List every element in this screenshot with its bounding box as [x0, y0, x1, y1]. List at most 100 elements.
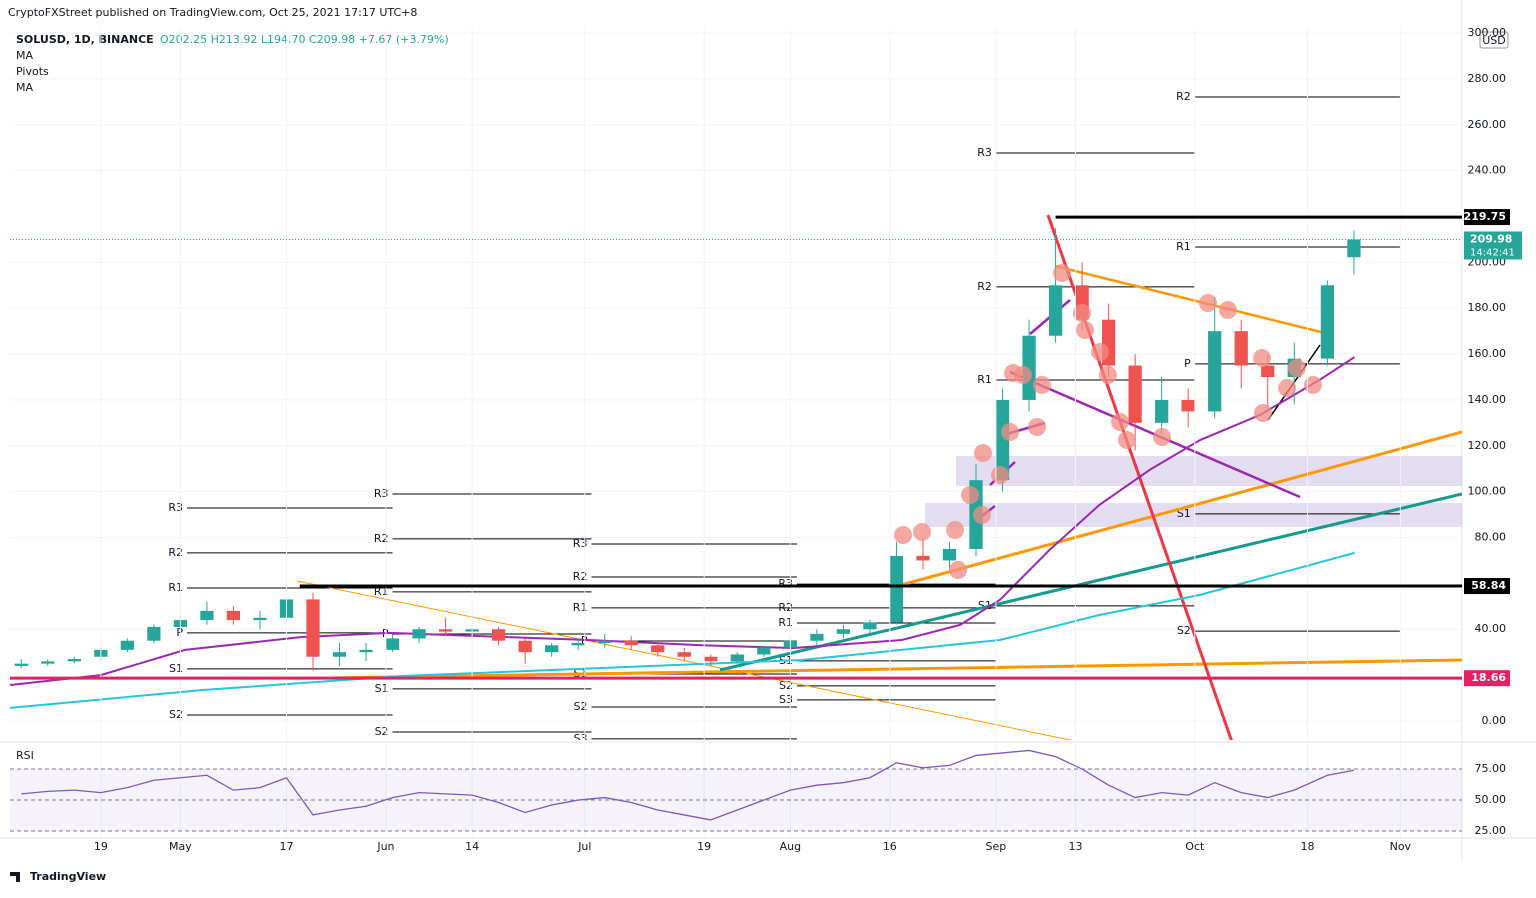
highlight-circle [974, 444, 992, 462]
candle-body [1347, 239, 1361, 258]
highlight-circle [1253, 349, 1271, 367]
highlight-circle [1053, 264, 1071, 282]
candle-body [624, 640, 638, 646]
pivot-label: R1 [778, 616, 793, 629]
highlight-circle [961, 486, 979, 504]
rsi-tick-label: 50.00 [1475, 793, 1507, 806]
x-tick-label: Oct [1185, 840, 1205, 853]
y-tick-label: 240.00 [1468, 164, 1507, 177]
pivot-label: S3 [573, 732, 587, 745]
moving-average [10, 551, 1355, 709]
currency: USD [1482, 34, 1506, 47]
x-tick-label: Aug [780, 840, 801, 853]
candle-body [1128, 365, 1142, 423]
pivot-label: R1 [168, 581, 183, 594]
highlight-circle [894, 526, 912, 544]
pivot-label: R2 [374, 532, 389, 545]
candle-body [1320, 285, 1335, 359]
candle-body [1261, 365, 1275, 378]
indicator: MA [16, 49, 33, 62]
rsi-label: RSI [16, 749, 34, 762]
candle-body [147, 626, 161, 641]
pivot-label: R1 [573, 601, 588, 614]
pivot-label: R1 [374, 585, 389, 598]
candle-body [810, 633, 824, 641]
currency-box[interactable] [1479, 31, 1509, 49]
pivot-label: R2 [778, 601, 793, 614]
pivot-label: S2 [169, 708, 183, 721]
candle-body [836, 629, 851, 634]
candle-body [492, 629, 506, 641]
candle-body [253, 617, 267, 621]
highlight-circle [1199, 294, 1217, 312]
x-tick-label: May [169, 840, 192, 853]
highlight-circle [1014, 366, 1032, 384]
level-box [1464, 578, 1510, 595]
candle-body [730, 654, 744, 662]
pivot-label: R3 [573, 537, 588, 550]
candle-body [385, 638, 400, 650]
candle-body [359, 649, 373, 653]
header: CryptoFXStreet published on TradingView.… [8, 6, 417, 19]
highlight-circle [1111, 413, 1129, 431]
x-tick-label: 19 [94, 840, 108, 853]
moving-average [10, 356, 1356, 686]
logo [10, 872, 20, 882]
candle-body [1181, 399, 1195, 412]
level-box [1464, 670, 1510, 687]
candle-body [757, 647, 771, 655]
y-tick-label: 0.00 [1482, 714, 1507, 727]
trendline [1054, 264, 1326, 335]
zone [956, 456, 1462, 486]
countdown: 14:42:41 [1470, 247, 1515, 258]
candle-body [518, 640, 532, 653]
candle-body [995, 399, 1010, 481]
indicator: Pivots [16, 65, 49, 78]
highlight-circle [1278, 379, 1296, 397]
y-tick-label: 140.00 [1468, 393, 1507, 406]
highlight-circle [946, 521, 964, 539]
pivot-label: P [1184, 357, 1191, 370]
pivot-label: S2 [375, 725, 389, 738]
y-tick-label: 100.00 [1468, 485, 1507, 498]
candle-body [651, 645, 665, 653]
main-pane: R3R2R1PS1S2R3R2R1PS1S2R3R2R1PS1S2S3R3R2R… [10, 32, 1462, 745]
y-tick-label: 260.00 [1468, 118, 1507, 131]
candle-body [67, 659, 81, 662]
level-label: 18.66 [1471, 671, 1506, 684]
candle-body [704, 656, 718, 662]
highlight-circle [1304, 376, 1322, 394]
candle-body [200, 610, 214, 621]
candle-body [916, 555, 930, 561]
highlight-circle [1033, 376, 1051, 394]
candle-body [438, 629, 453, 632]
candle-body [889, 555, 904, 623]
pivot-label: P [176, 626, 183, 639]
candle-body [1155, 399, 1169, 423]
pivot-label: R1 [977, 373, 992, 386]
last-price-label: 209.98 [1470, 232, 1512, 245]
pivot-label: R3 [977, 146, 992, 159]
candle-body [306, 599, 320, 657]
x-tick-label: Jul [577, 840, 591, 853]
candle-body [571, 643, 585, 646]
y-tick-label: 120.00 [1468, 439, 1507, 452]
highlight-circle [1099, 366, 1117, 384]
pivot-label: R2 [977, 280, 992, 293]
indicator: MA [16, 81, 33, 94]
candle-body [863, 622, 877, 630]
pivot-label: S1 [169, 662, 183, 675]
x-tick-label: 17 [279, 840, 293, 853]
pivot-label: R3 [168, 501, 183, 514]
trendline [889, 430, 1462, 590]
candle-body [332, 652, 347, 657]
highlight-circle [1091, 343, 1109, 361]
footer: TradingView [30, 870, 106, 883]
plot: R3R2R1PS1S2R3R2R1PS1S2R3R2R1PS1S2S3R3R2R… [10, 26, 1522, 853]
x-tick-label: Sep [986, 840, 1007, 853]
last-price-box [1464, 231, 1522, 260]
pivot-label: S1 [375, 682, 389, 695]
pivot-label: R1 [1176, 240, 1191, 253]
